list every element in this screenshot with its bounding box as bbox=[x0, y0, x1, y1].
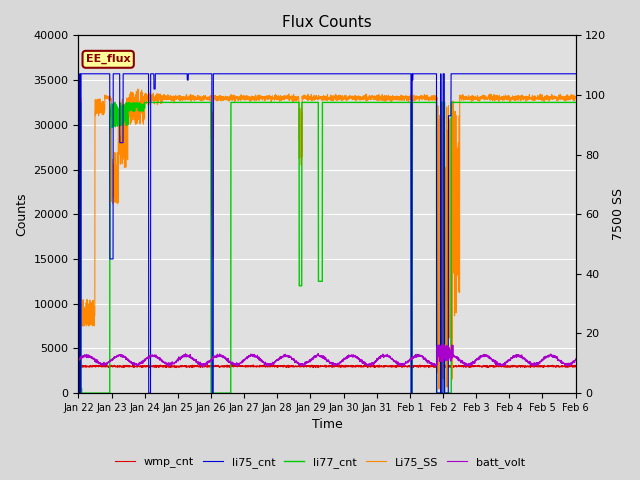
Text: EE_flux: EE_flux bbox=[86, 54, 131, 64]
li75_cnt bbox=[161, 71, 168, 77]
wmp_cnt bbox=[75, 362, 83, 368]
Li75_SS bbox=[266, 95, 273, 100]
Line: Li75_SS: Li75_SS bbox=[79, 89, 575, 389]
batt_volt bbox=[75, 357, 83, 362]
Li75_SS bbox=[161, 96, 168, 102]
li77_cnt bbox=[161, 99, 168, 105]
li75_cnt bbox=[266, 71, 273, 77]
wmp_cnt bbox=[409, 365, 417, 371]
batt_volt bbox=[266, 362, 273, 368]
li77_cnt bbox=[75, 390, 83, 396]
li77_cnt bbox=[76, 99, 84, 105]
batt_volt bbox=[287, 354, 294, 360]
Line: wmp_cnt: wmp_cnt bbox=[79, 365, 575, 368]
X-axis label: Time: Time bbox=[312, 419, 342, 432]
li75_cnt bbox=[572, 71, 579, 77]
li75_cnt bbox=[562, 71, 570, 77]
li75_cnt bbox=[287, 71, 294, 77]
batt_volt bbox=[572, 356, 579, 362]
batt_volt bbox=[438, 342, 446, 348]
li75_cnt bbox=[76, 71, 84, 77]
Li75_SS bbox=[75, 336, 83, 342]
batt_volt bbox=[161, 360, 168, 365]
batt_volt bbox=[563, 361, 570, 367]
li75_cnt bbox=[131, 71, 139, 77]
wmp_cnt bbox=[509, 363, 516, 369]
li75_cnt bbox=[75, 390, 83, 396]
wmp_cnt bbox=[287, 364, 294, 370]
li75_cnt bbox=[509, 71, 516, 77]
li77_cnt bbox=[287, 99, 294, 105]
Li75_SS bbox=[509, 93, 516, 99]
wmp_cnt bbox=[266, 364, 273, 370]
Li75_SS bbox=[572, 94, 579, 99]
Y-axis label: 7500 SS: 7500 SS bbox=[612, 188, 625, 240]
li77_cnt bbox=[266, 99, 273, 105]
wmp_cnt bbox=[161, 363, 168, 369]
wmp_cnt bbox=[250, 362, 257, 368]
batt_volt bbox=[200, 364, 207, 370]
Line: batt_volt: batt_volt bbox=[79, 345, 575, 367]
li77_cnt bbox=[572, 99, 579, 105]
wmp_cnt bbox=[563, 363, 570, 369]
Li75_SS bbox=[287, 96, 294, 101]
batt_volt bbox=[509, 355, 516, 360]
Y-axis label: Counts: Counts bbox=[15, 192, 28, 236]
batt_volt bbox=[131, 361, 139, 367]
Li75_SS bbox=[435, 386, 443, 392]
Li75_SS bbox=[563, 97, 570, 103]
Line: li75_cnt: li75_cnt bbox=[79, 74, 575, 393]
li77_cnt bbox=[131, 101, 139, 107]
li77_cnt bbox=[562, 99, 570, 105]
Legend: wmp_cnt, li75_cnt, li77_cnt, Li75_SS, batt_volt: wmp_cnt, li75_cnt, li77_cnt, Li75_SS, ba… bbox=[111, 452, 529, 472]
li77_cnt bbox=[509, 99, 516, 105]
Li75_SS bbox=[131, 105, 139, 110]
wmp_cnt bbox=[572, 363, 579, 369]
Li75_SS bbox=[134, 86, 142, 92]
Title: Flux Counts: Flux Counts bbox=[282, 15, 372, 30]
Line: li77_cnt: li77_cnt bbox=[79, 102, 575, 393]
wmp_cnt bbox=[131, 364, 139, 370]
